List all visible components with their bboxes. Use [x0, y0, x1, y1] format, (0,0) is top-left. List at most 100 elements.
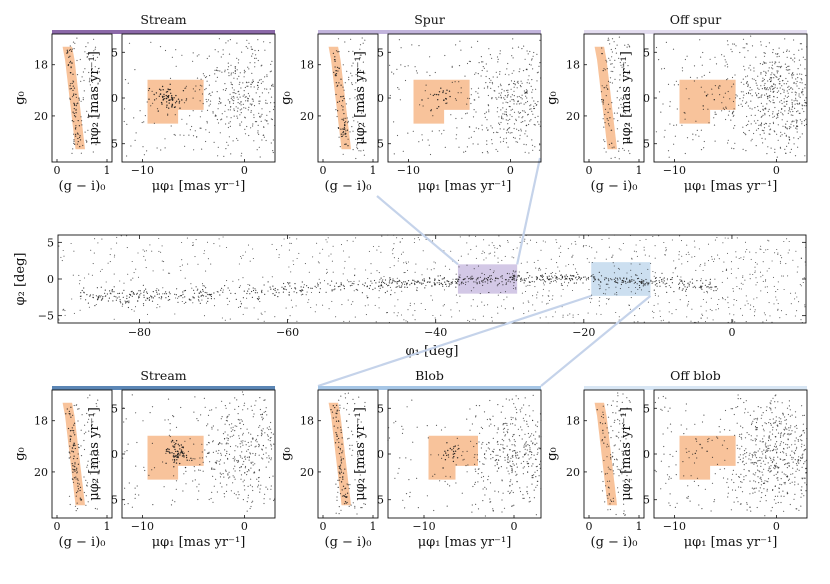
map-star-point [365, 314, 367, 316]
map-stream-point [274, 287, 276, 290]
map-stream-point [694, 285, 696, 287]
pm-star-point [511, 483, 513, 485]
cmd-star-point [610, 63, 612, 65]
pm-star-point [212, 451, 214, 453]
pm-star-point [703, 140, 705, 143]
map-star-point [694, 255, 696, 258]
pm-star-point [525, 445, 527, 447]
map-star-point [721, 281, 723, 283]
map-star-point [400, 314, 403, 316]
pm-star-point [265, 139, 267, 142]
cmd-member-point [73, 139, 75, 141]
cmd-star-point [342, 153, 344, 155]
pm-star-point [217, 108, 219, 110]
pm-star-point [261, 413, 263, 415]
pm-star-point [768, 115, 771, 117]
pm-star-point [478, 128, 480, 130]
map-stream-point [607, 283, 609, 285]
pm-star-point [768, 67, 770, 69]
pm-star-point [227, 126, 229, 129]
cmd-star-point [76, 502, 78, 504]
cmd-star-point [71, 48, 73, 50]
map-stream-point [406, 284, 408, 286]
cmd-star-point [603, 147, 605, 149]
map-star-point [630, 291, 632, 293]
pm-member-point [153, 99, 156, 101]
map-star-point [541, 301, 543, 303]
pm-star-point [677, 84, 680, 86]
cmd-star-point [344, 493, 347, 495]
pm-star-point [779, 135, 782, 137]
pm-star-point [760, 85, 762, 87]
pm-star-point [260, 429, 262, 431]
pm-star-point [217, 51, 219, 53]
pm-member-point [166, 104, 168, 106]
pm-star-point [228, 136, 230, 138]
map-star-point [342, 250, 345, 252]
map-star-point [753, 298, 755, 300]
map-stream-point [466, 276, 468, 278]
pm-star-point [526, 82, 528, 84]
pm-star-point [776, 56, 778, 58]
pm-star-point [240, 428, 242, 430]
map-star-point [734, 321, 736, 323]
pm-star-point [468, 126, 470, 128]
pm-star-point [260, 414, 262, 416]
cmd-member-point [602, 69, 604, 72]
map-star-point [787, 275, 789, 277]
map-star-point [727, 237, 729, 239]
map-star-point [240, 255, 242, 258]
pm-star-point [164, 138, 166, 140]
map-star-point [754, 271, 756, 274]
map-star-point [572, 254, 574, 256]
pm-star-point [396, 68, 398, 70]
cmd-star-point [623, 141, 625, 144]
map-stream-point [197, 299, 200, 301]
pm-star-point [192, 60, 194, 62]
pm-star-point [768, 108, 770, 110]
map-star-point [668, 285, 670, 287]
pm-star-point [747, 50, 749, 52]
pm-star-point [445, 475, 447, 477]
map-star-point [722, 242, 724, 244]
map-stream-point [378, 281, 380, 283]
pm-star-point [201, 110, 203, 112]
pm-star-point [205, 98, 207, 101]
pm-star-point [257, 81, 259, 83]
map-star-point [668, 311, 670, 313]
map-star-point [455, 273, 457, 275]
pm-star-point [508, 105, 510, 108]
cmd-star-point [344, 82, 346, 84]
pm-star-point [502, 405, 504, 407]
cmd-star-point [73, 140, 75, 143]
pm-star-point [753, 120, 756, 122]
map-stream-point [413, 279, 415, 281]
map-star-point [690, 320, 692, 322]
pm-star-point [788, 72, 790, 74]
pm-star-point [506, 68, 508, 70]
cmd-member-point [331, 411, 334, 413]
pm-star-point [258, 480, 260, 482]
map-star-point [145, 250, 147, 252]
cmd-member-point [79, 489, 81, 492]
map-star-point [620, 249, 622, 251]
pm-star-point [801, 121, 803, 123]
pm-star-point [527, 79, 529, 81]
map-star-point [596, 251, 598, 253]
map-star-point [290, 242, 292, 244]
pm-star-point [395, 420, 397, 422]
pm-member-point [173, 446, 175, 448]
pm-star-point [684, 118, 686, 120]
pm-star-point [269, 440, 271, 442]
map-star-point [281, 245, 283, 247]
pm-star-point [522, 116, 524, 118]
map-star-point [366, 295, 368, 297]
pm-star-point [669, 105, 671, 107]
cmd-star-point [609, 108, 611, 110]
pm-star-point [803, 124, 806, 127]
cmd-member-point [72, 430, 75, 432]
cmd-member-point [76, 457, 78, 460]
cmd-star-point [627, 94, 629, 96]
pm-star-point [418, 45, 420, 47]
pm-star-point [778, 90, 780, 92]
